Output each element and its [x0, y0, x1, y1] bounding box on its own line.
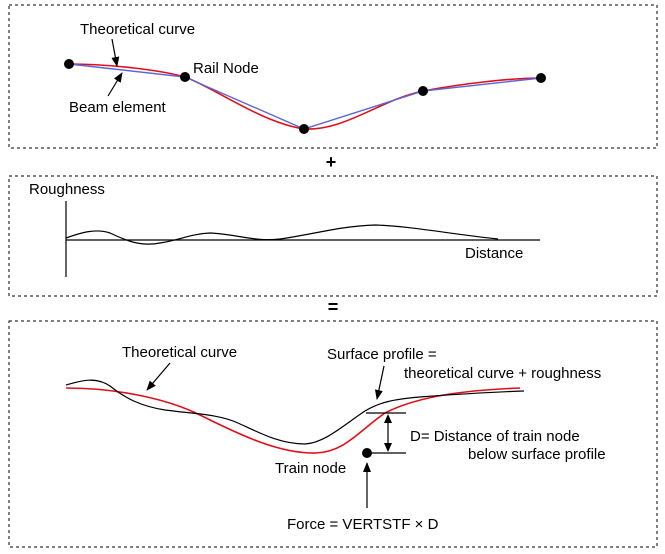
- middle-panel-border: [8, 175, 658, 297]
- surface-profile-curve: [65, 379, 525, 445]
- theoretical-curve-label: Theoretical curve: [122, 344, 237, 361]
- bottom-panel-border: [8, 320, 658, 548]
- top-panel: Theoretical curve Rail Node Beam element: [8, 4, 658, 149]
- roughness-curve: [65, 224, 499, 245]
- rail-node: [64, 59, 74, 69]
- beam-element: [68, 63, 542, 130]
- rail-node: [536, 73, 546, 83]
- surface-profile-pointer: [374, 365, 385, 400]
- rail-node-label: Rail Node: [193, 60, 259, 77]
- theoretical-curve: [65, 387, 521, 454]
- beam-element-pointer: [107, 72, 123, 97]
- roughness-label: Roughness: [29, 181, 105, 198]
- distance-label-line2: below surface profile: [468, 446, 606, 463]
- theoretical-curve-pointer: [146, 362, 171, 391]
- train-node-label: Train node: [275, 460, 346, 477]
- middle-panel: Roughness Distance: [8, 175, 658, 297]
- force-label: Force = VERTSTF × D: [287, 516, 439, 533]
- rail-node: [180, 72, 190, 82]
- surface-profile-label-line1: Surface profile =: [327, 346, 437, 363]
- bottom-panel: Theoretical curve Surface profile = theo…: [8, 320, 658, 548]
- top-panel-border: [8, 4, 658, 149]
- plus-operator: +: [326, 152, 337, 172]
- equals-operator: =: [328, 297, 339, 317]
- rail-node: [299, 124, 309, 134]
- rail-node: [418, 86, 428, 96]
- theoretical-curve: [68, 63, 542, 130]
- beam-element-label: Beam element: [69, 99, 167, 116]
- distance-label-line1: D= Distance of train node: [410, 428, 580, 445]
- surface-profile-label-line2: theoretical curve + roughness: [404, 365, 601, 382]
- distance-arrow-down: [384, 443, 392, 452]
- theoretical-curve-pointer: [111, 38, 120, 67]
- distance-label: Distance: [465, 245, 523, 262]
- distance-arrow-up: [384, 414, 392, 423]
- theoretical-curve-label: Theoretical curve: [80, 21, 195, 38]
